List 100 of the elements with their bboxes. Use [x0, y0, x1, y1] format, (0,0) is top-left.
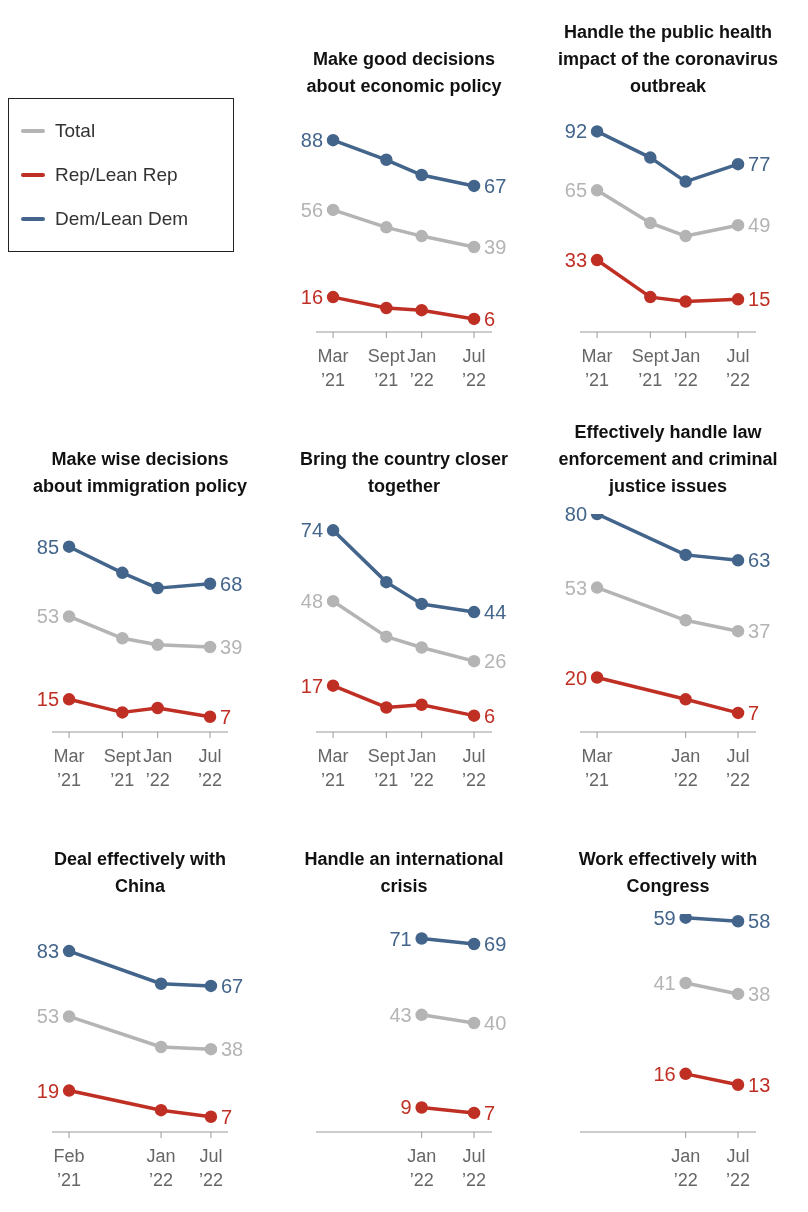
- data-label: 83: [36, 940, 60, 963]
- point: [679, 175, 692, 188]
- point: [380, 630, 393, 643]
- data-label: 59: [653, 906, 676, 929]
- point: [415, 597, 428, 611]
- point: [590, 184, 604, 197]
- point: [679, 229, 692, 243]
- point: [154, 977, 168, 991]
- point: [62, 693, 76, 706]
- x-tick-label: Mar ’21: [581, 746, 613, 790]
- data-label: 71: [389, 927, 412, 950]
- point: [731, 987, 745, 1001]
- data-label: 48: [300, 590, 324, 613]
- point: [203, 640, 217, 654]
- data-label: 44: [484, 601, 507, 624]
- point: [467, 1106, 481, 1120]
- point: [116, 706, 129, 719]
- point: [644, 216, 657, 230]
- point: [380, 301, 393, 315]
- point: [590, 671, 604, 684]
- point: [467, 240, 481, 254]
- x-tick-label: Jan ’22: [671, 746, 701, 790]
- point: [204, 979, 218, 993]
- legend-label: Rep/Lean Rep: [55, 164, 178, 186]
- x-tick-label: Jul ’22: [198, 1146, 223, 1190]
- point: [154, 1040, 168, 1054]
- point: [326, 133, 340, 147]
- point: [679, 1067, 692, 1081]
- data-label: 7: [484, 1101, 496, 1124]
- point: [380, 701, 393, 714]
- x-tick-label: Jan ’22: [671, 346, 701, 390]
- point: [415, 303, 428, 317]
- data-label: 6: [484, 307, 496, 330]
- data-label: 38: [748, 982, 771, 1005]
- data-label: 68: [220, 572, 243, 595]
- point: [62, 540, 76, 553]
- data-label: 39: [484, 235, 507, 258]
- x-tick-label: Jan ’22: [407, 746, 437, 790]
- x-tick-label: Jan ’22: [407, 1146, 437, 1190]
- point: [326, 290, 340, 304]
- data-label: 7: [748, 701, 760, 724]
- data-label: 53: [564, 576, 588, 599]
- point: [415, 1008, 428, 1022]
- chart-title: Handle an international crisis: [303, 848, 505, 898]
- chart-title: Work effectively with Congress: [577, 848, 759, 898]
- chart-title: Make good decisions about economic policy: [305, 48, 503, 98]
- x-tick-label: Sept ’21: [103, 746, 141, 790]
- data-label: 53: [36, 1005, 60, 1028]
- point: [467, 654, 481, 668]
- x-tick-label: Jul ’22: [198, 746, 223, 790]
- point: [380, 153, 393, 167]
- legend-label: Total: [55, 120, 96, 142]
- point: [326, 203, 340, 217]
- point: [679, 693, 692, 706]
- data-label: 16: [653, 1062, 676, 1085]
- data-label: 41: [653, 972, 676, 995]
- point: [590, 253, 604, 267]
- point: [415, 698, 428, 711]
- point: [415, 168, 428, 182]
- point: [679, 295, 692, 308]
- point: [151, 581, 164, 595]
- point: [644, 151, 657, 164]
- data-label: 40: [484, 1012, 507, 1034]
- x-tick-label: Sept ’21: [367, 746, 405, 790]
- data-label: 67: [484, 174, 507, 197]
- point: [204, 1042, 218, 1056]
- x-tick-label: Jul ’22: [726, 1146, 751, 1190]
- point: [151, 638, 164, 652]
- x-tick-label: Mar ’21: [317, 346, 349, 390]
- x-tick-label: Mar ’21: [581, 346, 613, 390]
- data-label: 53: [36, 605, 60, 628]
- data-label: 56: [300, 198, 324, 221]
- data-label: 26: [484, 650, 507, 673]
- point: [467, 937, 481, 951]
- point: [731, 624, 745, 638]
- x-tick-label: Jan ’22: [671, 1146, 701, 1190]
- data-label: 20: [564, 666, 588, 689]
- point: [415, 932, 428, 945]
- point: [62, 610, 76, 623]
- point: [679, 914, 692, 924]
- point: [731, 1078, 745, 1092]
- legend-label: Dem/Lean Dem: [55, 208, 189, 230]
- point: [151, 701, 164, 715]
- point: [467, 179, 481, 193]
- point: [380, 575, 393, 589]
- data-label: 69: [484, 932, 507, 955]
- point: [679, 548, 692, 562]
- point: [731, 706, 745, 720]
- x-tick-label: Jul ’22: [462, 1146, 487, 1190]
- point: [731, 218, 745, 232]
- point: [731, 915, 745, 928]
- point: [326, 679, 340, 692]
- chart-title: Deal effectively with China: [52, 848, 228, 898]
- data-label: 19: [36, 1079, 60, 1102]
- data-label: 43: [389, 1003, 412, 1026]
- x-tick-label: Jul ’22: [462, 346, 487, 390]
- data-label: 17: [300, 674, 324, 697]
- point: [467, 1016, 481, 1030]
- data-label: 80: [564, 503, 588, 525]
- data-label: 37: [748, 620, 771, 643]
